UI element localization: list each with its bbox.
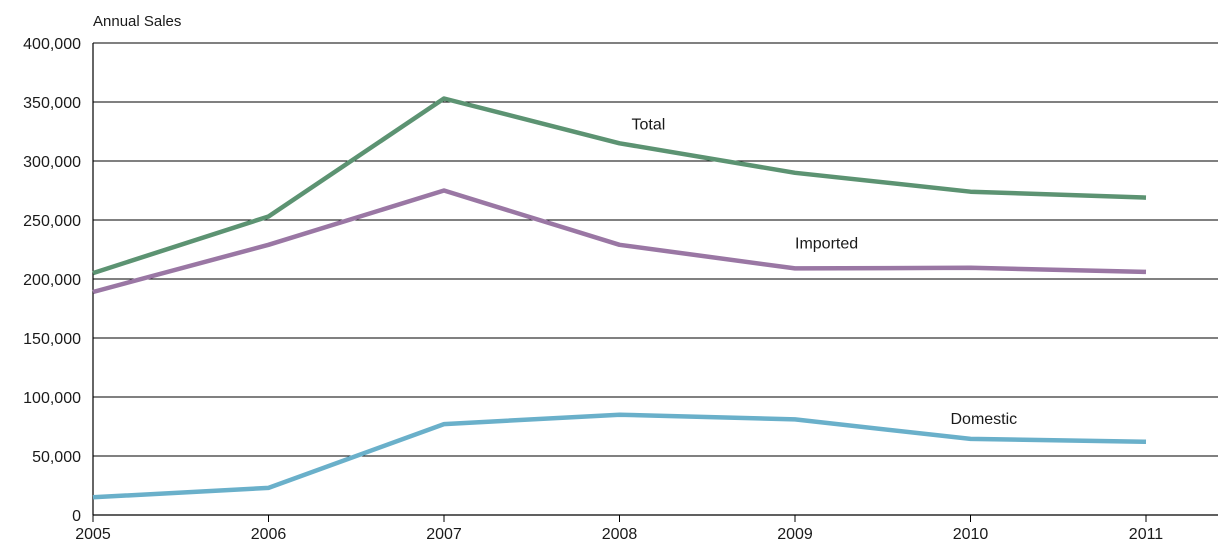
x-tick-label: 2007	[426, 526, 462, 543]
y-tick-label: 100,000	[23, 390, 81, 407]
series-line-domestic	[92, 412, 1147, 500]
y-tick-label: 400,000	[23, 36, 81, 53]
x-tick-labels: 2005 2006 2007 2008 2009 2010 2011	[75, 526, 1163, 543]
series-labels: Total Imported Domestic	[632, 116, 1018, 428]
gridlines	[93, 42, 1218, 457]
x-tick-label: 2008	[602, 526, 638, 543]
series-label-imported: Imported	[795, 235, 858, 252]
x-tick-label: 2010	[953, 526, 989, 543]
y-tick-labels: 0 50,000 100,000 150,000 200,000 250,000 300,0…	[23, 36, 81, 525]
series-label-domestic: Domestic	[951, 411, 1018, 428]
series-label-total: Total	[632, 116, 666, 133]
y-tick-label: 150,000	[23, 331, 81, 348]
series-line-imported	[92, 188, 1147, 295]
y-axis-title: Annual Sales	[93, 13, 181, 30]
x-tick-label: 2006	[251, 526, 287, 543]
y-tick-label: 0	[72, 508, 81, 525]
x-tick-label: 2009	[777, 526, 813, 543]
x-tick-label: 2011	[1129, 526, 1164, 543]
series-line-total	[92, 96, 1147, 276]
series-lines	[92, 96, 1147, 500]
y-tick-label: 200,000	[23, 272, 81, 289]
y-tick-label: 350,000	[23, 95, 81, 112]
x-tick-label: 2005	[75, 526, 111, 543]
y-tick-label: 300,000	[23, 154, 81, 171]
y-tick-label: 50,000	[32, 449, 81, 466]
axes	[92, 43, 1218, 522]
y-tick-label: 250,000	[23, 213, 81, 230]
